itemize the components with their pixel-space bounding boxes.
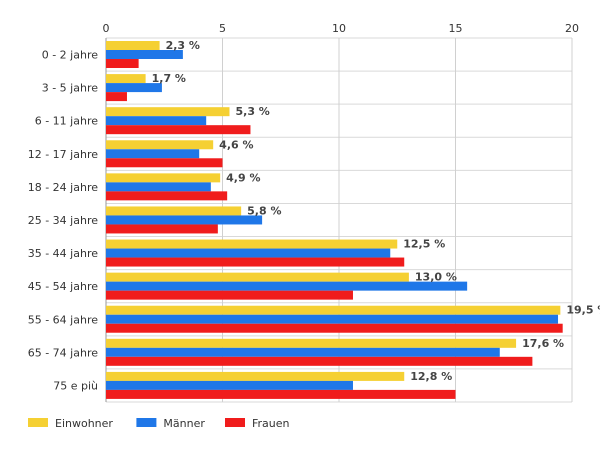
legend-swatch (28, 418, 48, 427)
x-tick-label: 20 (565, 22, 579, 35)
legend-label: Einwohner (55, 417, 113, 430)
data-label: 4,9 % (226, 171, 260, 184)
bar-männer (106, 347, 500, 357)
x-tick-label: 0 (103, 22, 110, 35)
bar-männer (106, 281, 468, 291)
bar-einwohner (106, 206, 242, 216)
legend-swatch (136, 418, 157, 427)
bar-männer (106, 50, 183, 59)
bar-männer (106, 116, 207, 126)
category-label: 3 - 5 jahre (42, 82, 99, 95)
bar-männer (106, 380, 353, 390)
category-label: 18 - 24 jahre (28, 181, 99, 194)
data-label: 5,8 % (247, 204, 281, 217)
category-label: 45 - 54 jahre (28, 280, 99, 293)
bar-frauen (106, 191, 228, 201)
bar-männer (106, 248, 391, 258)
legend-item: Männer (136, 417, 205, 430)
bar-frauen (106, 158, 223, 168)
bar-frauen (106, 356, 533, 366)
bar-männer (106, 182, 211, 192)
category-label: 75 e più (53, 379, 98, 392)
bar-frauen (106, 125, 251, 135)
x-tick-label: 10 (332, 22, 346, 35)
legend-label: Männer (163, 417, 205, 430)
category-label: 25 - 34 jahre (28, 214, 99, 227)
data-label: 19,5 % (566, 304, 600, 317)
bar-frauen (106, 323, 563, 333)
bar-frauen (106, 59, 139, 68)
bar-einwohner (106, 272, 409, 282)
bar-einwohner (106, 371, 405, 381)
bar-männer (106, 215, 263, 225)
bar-männer (106, 83, 162, 93)
legend-item: Frauen (225, 417, 290, 430)
bar-einwohner (106, 41, 160, 50)
category-label: 55 - 64 jahre (28, 313, 99, 326)
bar-männer (106, 314, 559, 324)
legend-item: Einwohner (28, 417, 113, 430)
legend-swatch (225, 418, 245, 427)
bar-einwohner (106, 173, 221, 183)
data-label: 4,6 % (219, 138, 253, 151)
bar-frauen (106, 92, 127, 102)
bar-frauen (106, 389, 456, 399)
data-label: 2,3 % (166, 39, 200, 52)
bar-einwohner (106, 338, 517, 348)
data-label: 12,8 % (410, 370, 452, 383)
bar-einwohner (106, 140, 214, 150)
data-label: 12,5 % (403, 238, 445, 251)
legend-label: Frauen (252, 417, 290, 430)
bar-frauen (106, 224, 218, 234)
bar-frauen (106, 290, 353, 300)
data-label: 13,0 % (415, 271, 457, 284)
data-label: 5,3 % (235, 105, 269, 118)
bar-einwohner (106, 239, 398, 249)
category-label: 35 - 44 jahre (28, 247, 99, 260)
category-label: 12 - 17 jahre (28, 148, 99, 161)
bar-frauen (106, 257, 405, 267)
bar-männer (106, 149, 200, 159)
data-label: 1,7 % (152, 72, 186, 85)
bar-einwohner (106, 107, 230, 117)
data-label: 17,6 % (522, 337, 564, 350)
category-label: 6 - 11 jahre (35, 115, 99, 128)
bar-einwohner (106, 305, 561, 315)
x-tick-label: 15 (449, 22, 463, 35)
x-tick-label: 5 (219, 22, 226, 35)
category-label: 65 - 74 jahre (28, 346, 99, 359)
bar-einwohner (106, 74, 146, 84)
category-label: 0 - 2 jahre (42, 49, 99, 62)
